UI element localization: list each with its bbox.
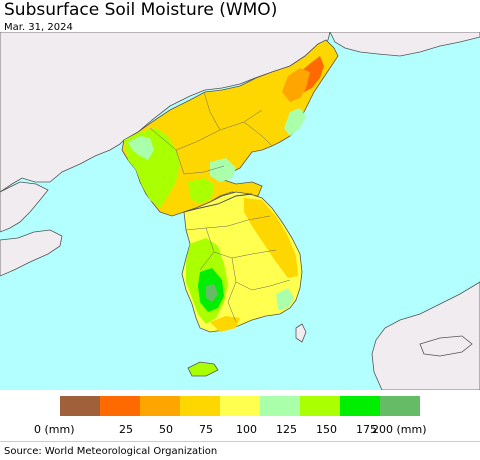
legend-tick-8: 200 (mm) [372,423,427,436]
nk-green-south [188,178,214,204]
footer-divider [0,441,480,442]
sk-yellow-south [210,316,240,332]
legend-swatch-5 [260,396,300,416]
shandong-peninsula [0,229,63,277]
source-credit: Source: World Meteorological Organizatio… [4,446,218,457]
colorbar-legend: 0 (mm) 25 50 75 100 125 150 175 200 (mm) [0,392,480,440]
russia-landmass [329,32,480,57]
legend-swatch-0 [60,396,100,416]
legend-tick-6: 150 [316,423,337,436]
legend-swatch-8 [380,396,420,416]
legend-swatch-4 [220,396,260,416]
tsushima-island [295,323,307,343]
legend-tick-3: 75 [199,423,213,436]
legend-swatch-7 [340,396,380,416]
legend-swatch-6 [300,396,340,416]
legend-swatch-1 [100,396,140,416]
dmz-border [183,193,253,213]
legend-tick-1: 25 [119,423,133,436]
japan-shikoku [419,335,473,357]
legend-tick-0: 0 (mm) [34,423,75,436]
legend-swatch-2 [140,396,180,416]
sk-deepgreen-west [206,284,218,302]
sk-orange-east [244,198,298,278]
legend-tick-4: 100 [236,423,257,436]
nk-lightgreen-east [284,108,306,136]
legend-tick-2: 50 [159,423,173,436]
legend-tick-5: 125 [276,423,297,436]
map-title: Subsurface Soil Moisture (WMO) [4,0,278,20]
legend-tick-7: 175 [356,423,377,436]
province-borders [149,91,291,323]
nk-orange-ne2 [282,68,310,102]
sk-lightgreen-se [276,288,294,310]
nk-lightgreen-west [128,136,154,160]
soil-moisture-map [0,32,480,390]
jeju-island [187,361,219,377]
nk-lightgreen-south [210,158,236,182]
map-date: Mar. 31, 2024 [4,22,73,33]
liaodong-peninsula [0,181,49,233]
legend-swatch-3 [180,396,220,416]
japan-landmass [371,281,480,390]
